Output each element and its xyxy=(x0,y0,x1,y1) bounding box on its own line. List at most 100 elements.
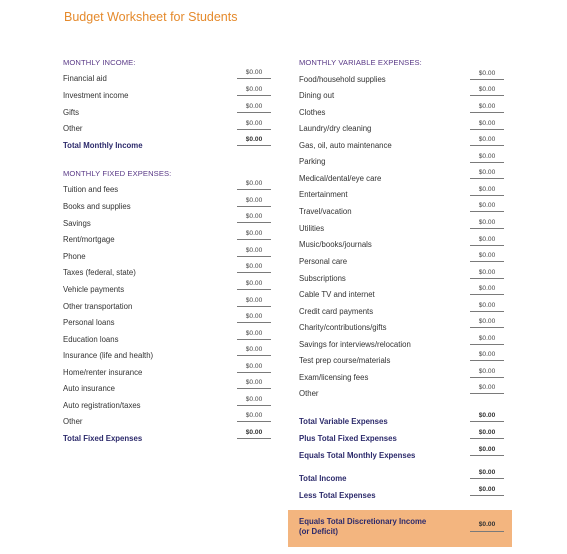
total-variable-expenses-value: $0.00 xyxy=(470,410,504,422)
total-fixed-expenses-label: Total Fixed Expenses xyxy=(63,434,143,443)
page-title: Budget Worksheet for Students xyxy=(64,10,238,24)
fixed-value-savings[interactable]: $0.00 xyxy=(237,211,271,223)
variable-value-entertainment[interactable]: $0.00 xyxy=(470,184,504,196)
variable-label-dining: Dining out xyxy=(299,91,335,100)
variable-label-gas: Gas, oil, auto maintenance xyxy=(299,141,392,150)
variable-value-clothes[interactable]: $0.00 xyxy=(470,101,504,113)
fixed-value-vehicle[interactable]: $0.00 xyxy=(237,278,271,290)
fixed-label-other-transport: Other transportation xyxy=(63,302,133,311)
income-label-financial-aid: Financial aid xyxy=(63,74,107,83)
variable-label-parking: Parking xyxy=(299,157,326,166)
variable-label-food: Food/household supplies xyxy=(299,75,386,84)
total-variable-expenses-label: Total Variable Expenses xyxy=(299,417,388,426)
fixed-value-taxes[interactable]: $0.00 xyxy=(237,261,271,273)
variable-value-utilities[interactable]: $0.00 xyxy=(470,217,504,229)
variable-label-cable: Cable TV and internet xyxy=(299,290,375,299)
fixed-value-personal-loans[interactable]: $0.00 xyxy=(237,311,271,323)
variable-value-cable[interactable]: $0.00 xyxy=(470,283,504,295)
discretionary-income-label-line1: Equals Total Discretionary Income xyxy=(299,517,427,526)
variable-value-interviews[interactable]: $0.00 xyxy=(470,333,504,345)
variable-label-travel: Travel/vacation xyxy=(299,207,352,216)
variable-value-music[interactable]: $0.00 xyxy=(470,234,504,246)
variable-value-gas[interactable]: $0.00 xyxy=(470,134,504,146)
total-monthly-expenses-label: Equals Total Monthly Expenses xyxy=(299,451,416,460)
variable-value-test-prep[interactable]: $0.00 xyxy=(470,349,504,361)
fixed-value-other[interactable]: $0.00 xyxy=(237,410,271,422)
variable-value-charity[interactable]: $0.00 xyxy=(470,316,504,328)
total-fixed-expenses-value: $0.00 xyxy=(237,427,271,439)
income-value-investment[interactable]: $0.00 xyxy=(237,84,271,96)
variable-value-credit-card[interactable]: $0.00 xyxy=(470,300,504,312)
fixed-label-insurance-life: Insurance (life and health) xyxy=(63,351,154,360)
variable-label-personal-care: Personal care xyxy=(299,257,348,266)
income-label-other: Other xyxy=(63,124,83,133)
monthly-fixed-heading: MONTHLY FIXED EXPENSES: xyxy=(63,169,172,178)
income-label-investment: Investment income xyxy=(63,91,129,100)
discretionary-income-highlight xyxy=(288,510,512,547)
fixed-label-home-insurance: Home/renter insurance xyxy=(63,368,143,377)
variable-label-medical: Medical/dental/eye care xyxy=(299,174,382,183)
fixed-value-books[interactable]: $0.00 xyxy=(237,195,271,207)
variable-label-utilities: Utilities xyxy=(299,224,325,233)
variable-value-exam-fees[interactable]: $0.00 xyxy=(470,366,504,378)
variable-label-laundry: Laundry/dry cleaning xyxy=(299,124,372,133)
variable-value-medical[interactable]: $0.00 xyxy=(470,167,504,179)
fixed-value-tuition[interactable]: $0.00 xyxy=(237,178,271,190)
variable-label-charity: Charity/contributions/gifts xyxy=(299,323,387,332)
variable-label-exam-fees: Exam/licensing fees xyxy=(299,373,369,382)
fixed-label-phone: Phone xyxy=(63,252,86,261)
monthly-income-heading: MONTHLY INCOME: xyxy=(63,58,136,67)
fixed-value-auto-insurance[interactable]: $0.00 xyxy=(237,377,271,389)
total-income-value: $0.00 xyxy=(470,467,504,479)
fixed-label-taxes: Taxes (federal, state) xyxy=(63,268,136,277)
variable-value-parking[interactable]: $0.00 xyxy=(470,151,504,163)
variable-label-credit-card: Credit card payments xyxy=(299,307,374,316)
less-total-expenses-value: $0.00 xyxy=(470,484,504,496)
income-value-other[interactable]: $0.00 xyxy=(237,118,271,130)
variable-value-travel[interactable]: $0.00 xyxy=(470,200,504,212)
income-label-gifts: Gifts xyxy=(63,108,80,117)
plus-fixed-expenses-value: $0.00 xyxy=(470,427,504,439)
variable-value-food[interactable]: $0.00 xyxy=(470,68,504,80)
plus-fixed-expenses-label: Plus Total Fixed Expenses xyxy=(299,434,397,443)
variable-label-subscriptions: Subscriptions xyxy=(299,274,346,283)
fixed-label-tuition: Tuition and fees xyxy=(63,185,119,194)
fixed-label-savings: Savings xyxy=(63,219,91,228)
variable-value-subscriptions[interactable]: $0.00 xyxy=(470,267,504,279)
variable-value-personal-care[interactable]: $0.00 xyxy=(470,250,504,262)
income-value-financial-aid[interactable]: $0.00 xyxy=(237,67,271,79)
monthly-variable-heading: MONTHLY VARIABLE EXPENSES: xyxy=(299,58,422,67)
total-monthly-income-label: Total Monthly Income xyxy=(63,141,143,150)
fixed-value-home-insurance[interactable]: $0.00 xyxy=(237,361,271,373)
income-value-gifts[interactable]: $0.00 xyxy=(237,101,271,113)
fixed-label-books: Books and supplies xyxy=(63,202,131,211)
variable-label-other: Other xyxy=(299,389,319,398)
fixed-label-vehicle: Vehicle payments xyxy=(63,285,125,294)
total-income-label: Total Income xyxy=(299,474,347,483)
fixed-label-rent: Rent/mortgage xyxy=(63,235,115,244)
fixed-value-education-loans[interactable]: $0.00 xyxy=(237,328,271,340)
fixed-label-personal-loans: Personal loans xyxy=(63,318,115,327)
total-monthly-income-value: $0.00 xyxy=(237,134,271,146)
variable-label-interviews: Savings for interviews/relocation xyxy=(299,340,411,349)
fixed-value-insurance-life[interactable]: $0.00 xyxy=(237,344,271,356)
variable-label-clothes: Clothes xyxy=(299,108,326,117)
variable-value-laundry[interactable]: $0.00 xyxy=(470,118,504,130)
fixed-label-auto-insurance: Auto insurance xyxy=(63,384,116,393)
fixed-label-auto-registration: Auto registration/taxes xyxy=(63,401,141,410)
discretionary-income-label-line2: (or Deficit) xyxy=(299,527,338,536)
fixed-value-auto-registration[interactable]: $0.00 xyxy=(237,394,271,406)
variable-label-entertainment: Entertainment xyxy=(299,190,348,199)
variable-value-dining[interactable]: $0.00 xyxy=(470,84,504,96)
discretionary-income-label: Equals Total Discretionary Income (or De… xyxy=(299,517,459,537)
total-monthly-expenses-value: $0.00 xyxy=(470,444,504,456)
variable-label-test-prep: Test prep course/materials xyxy=(299,356,391,365)
fixed-value-other-transport[interactable]: $0.00 xyxy=(237,295,271,307)
discretionary-income-value: $0.00 xyxy=(470,519,504,532)
fixed-value-phone[interactable]: $0.00 xyxy=(237,245,271,257)
fixed-value-rent[interactable]: $0.00 xyxy=(237,228,271,240)
fixed-label-other: Other xyxy=(63,417,83,426)
variable-value-other[interactable]: $0.00 xyxy=(470,382,504,394)
variable-label-music: Music/books/journals xyxy=(299,240,372,249)
less-total-expenses-label: Less Total Expenses xyxy=(299,491,376,500)
